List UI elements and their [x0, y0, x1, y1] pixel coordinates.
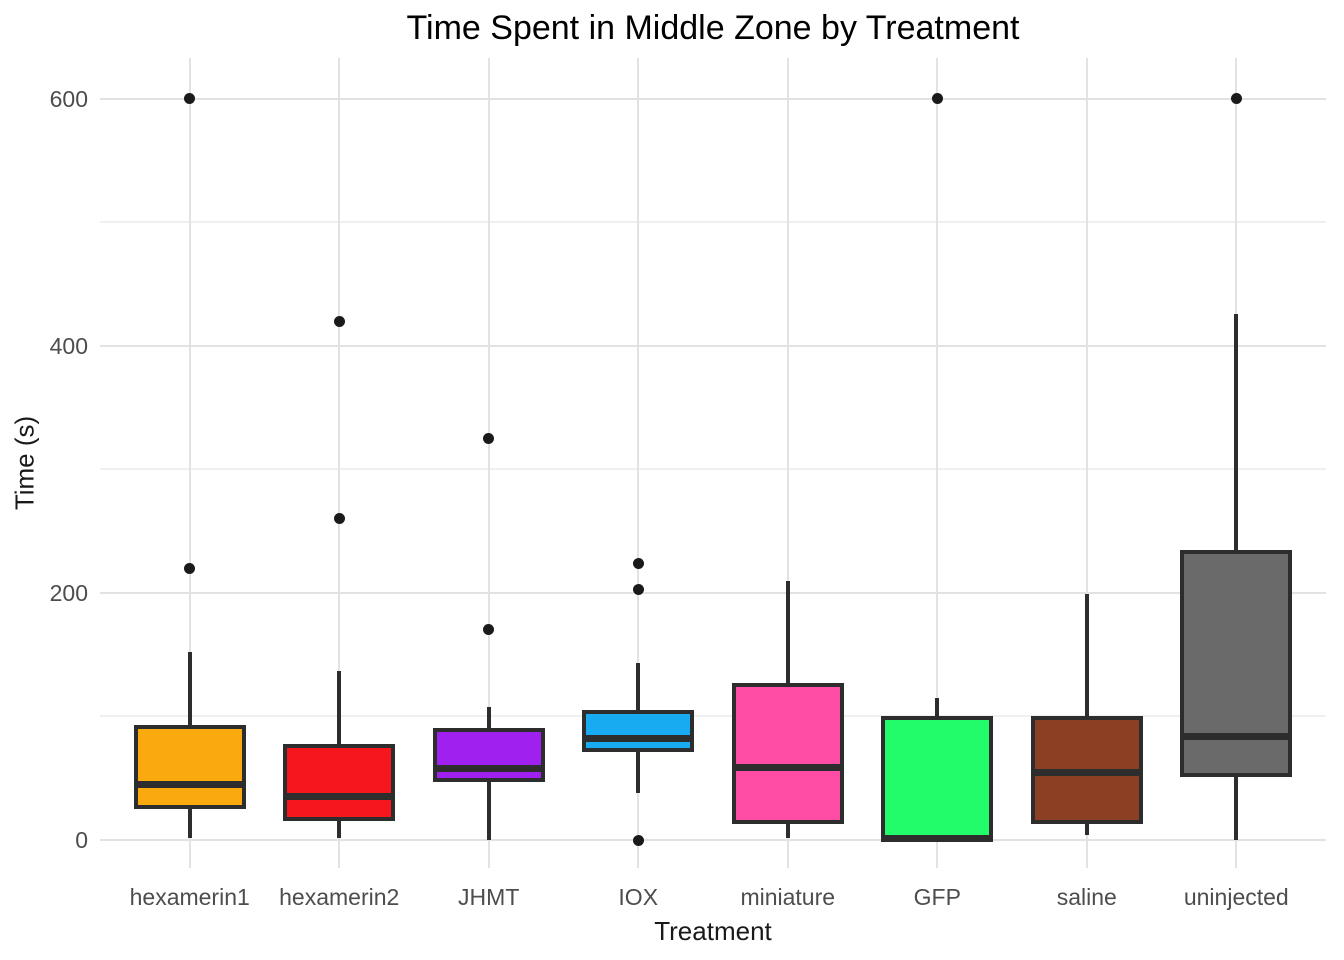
outlier-point [632, 557, 644, 569]
box-hexamerin1 [133, 725, 246, 810]
gridline-minor [100, 468, 1326, 471]
box-uninjected [1180, 549, 1293, 777]
x-tick-label: uninjected [1183, 884, 1289, 910]
y-tick-label: 200 [49, 579, 88, 606]
gridline-vertical [637, 58, 640, 868]
outlier-point [333, 315, 345, 327]
gridline-major [100, 97, 1326, 100]
x-tick-label: hexamerin2 [279, 884, 400, 910]
outlier-point [632, 834, 644, 846]
box-JHMT [432, 727, 545, 782]
x-tick-label: IOX [618, 884, 659, 910]
median-hexamerin2 [283, 793, 396, 801]
gridline-vertical [188, 58, 191, 868]
x-tick-label: miniature [740, 884, 836, 910]
outlier-point [184, 93, 196, 105]
box-miniature [731, 683, 844, 824]
y-tick-label: 400 [49, 332, 88, 359]
outlier-point [1230, 93, 1242, 105]
median-IOX [582, 735, 695, 743]
gridline-minor [100, 221, 1326, 224]
median-miniature [731, 763, 844, 771]
median-GFP [881, 835, 994, 843]
gridline-vertical [487, 58, 490, 868]
gridline-vertical [338, 58, 341, 868]
y-tick-label: 600 [49, 85, 88, 112]
whisker-saline [1084, 594, 1089, 836]
chart-title: Time Spent in Middle Zone by Treatment [406, 9, 1020, 47]
gridline-minor [100, 715, 1326, 718]
gridline-vertical [786, 58, 789, 868]
gridline-major [100, 839, 1326, 841]
outlier-point [184, 562, 196, 574]
x-tick-label: GFP [913, 884, 961, 910]
median-JHMT [432, 764, 545, 772]
box-IOX [582, 710, 695, 753]
x-tick-label: hexamerin1 [129, 884, 250, 910]
x-axis-title: Treatment [654, 916, 772, 946]
median-uninjected [1180, 732, 1293, 740]
outlier-point [483, 432, 495, 444]
median-hexamerin1 [133, 780, 246, 788]
gridline-vertical [1085, 58, 1088, 868]
gridline-major [100, 344, 1326, 347]
outlier-point [333, 513, 345, 525]
median-saline [1030, 768, 1143, 776]
x-tick-label: saline [1056, 884, 1117, 910]
gridline-vertical [936, 58, 939, 868]
box-GFP [881, 716, 994, 840]
y-tick-label: 0 [75, 827, 88, 853]
gridline-major [100, 591, 1326, 594]
outlier-point [931, 93, 943, 105]
outlier-point [483, 624, 495, 636]
outlier-point [632, 583, 644, 595]
box-hexamerin2 [283, 743, 396, 822]
x-tick-label: JHMT [458, 884, 520, 910]
